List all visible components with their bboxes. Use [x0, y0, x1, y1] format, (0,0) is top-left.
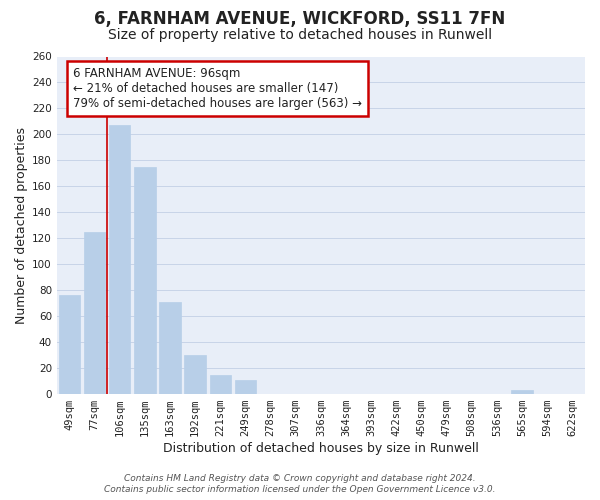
Text: Size of property relative to detached houses in Runwell: Size of property relative to detached ho… [108, 28, 492, 42]
Bar [59, 296, 80, 394]
Bar [134, 167, 155, 394]
Text: 6 FARNHAM AVENUE: 96sqm
← 21% of detached houses are smaller (147)
79% of semi-d: 6 FARNHAM AVENUE: 96sqm ← 21% of detache… [73, 66, 362, 110]
Text: Contains HM Land Registry data © Crown copyright and database right 2024.
Contai: Contains HM Land Registry data © Crown c… [104, 474, 496, 494]
Bar [235, 380, 256, 394]
Bar [511, 390, 533, 394]
Bar [109, 126, 130, 394]
Bar [84, 232, 105, 394]
Text: 6, FARNHAM AVENUE, WICKFORD, SS11 7FN: 6, FARNHAM AVENUE, WICKFORD, SS11 7FN [94, 10, 506, 28]
X-axis label: Distribution of detached houses by size in Runwell: Distribution of detached houses by size … [163, 442, 479, 455]
Y-axis label: Number of detached properties: Number of detached properties [15, 127, 28, 324]
Bar [159, 302, 181, 394]
Bar [184, 355, 206, 394]
Bar [209, 374, 231, 394]
